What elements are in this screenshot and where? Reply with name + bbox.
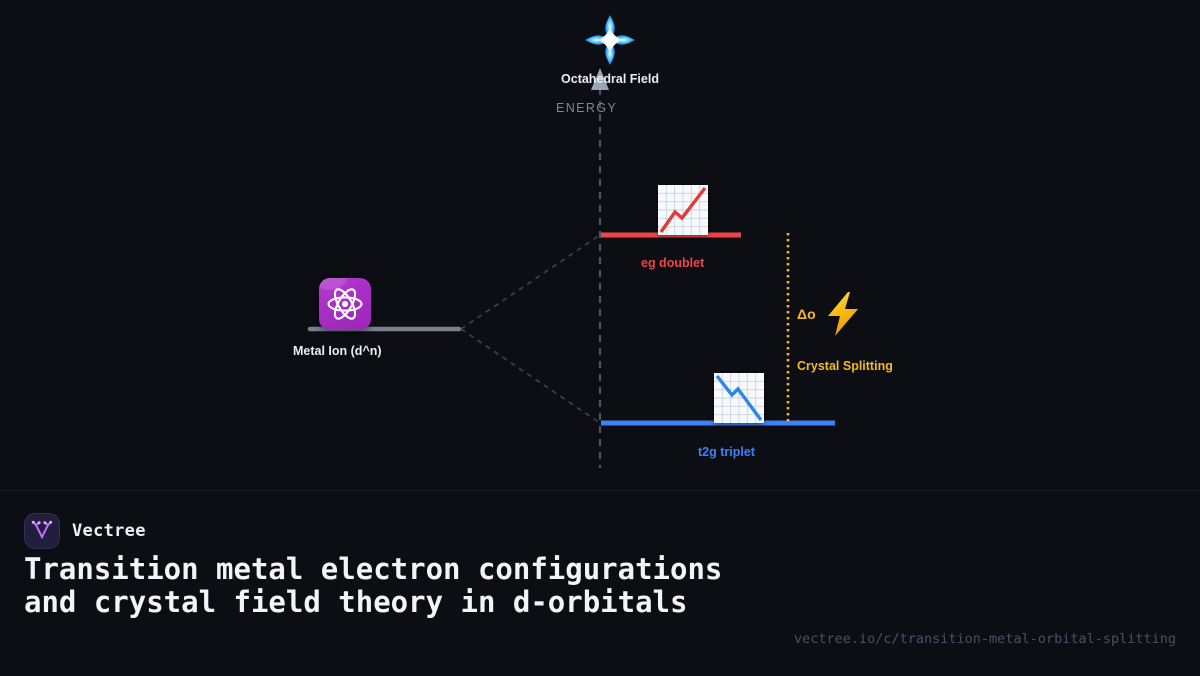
page-title: Transition metal electron configurations… bbox=[24, 552, 723, 619]
correlation-line-t2g bbox=[460, 328, 601, 424]
chart-increasing-icon bbox=[658, 185, 708, 235]
crystal-splitting-label: Crystal Splitting bbox=[797, 359, 893, 373]
t2g-icon-plot bbox=[714, 373, 764, 423]
brand-name: Vectree bbox=[72, 521, 146, 541]
octahedral-field-node[interactable]: Octahedral Field bbox=[520, 12, 700, 86]
eg-icon-grid bbox=[658, 185, 708, 235]
t2g-level-label: t2g triplet bbox=[698, 445, 755, 459]
vectree-sprout-logo-icon bbox=[24, 513, 60, 549]
t2g-icon-grid bbox=[714, 373, 764, 423]
energy-axis-label: ENERGY bbox=[556, 101, 618, 115]
chart-decreasing-icon bbox=[714, 373, 764, 423]
crystal-splitting-row: Δo bbox=[797, 290, 864, 338]
brand-block[interactable]: Vectree bbox=[24, 513, 146, 549]
eg-level-label: eg doublet bbox=[641, 256, 705, 270]
vectree-logo-glyph-icon bbox=[31, 520, 53, 540]
up-arrowhead-icon bbox=[591, 68, 609, 90]
footer-url: vectree.io/c/transition-metal-orbital-sp… bbox=[793, 631, 1176, 647]
crystal-splitting-annotation[interactable]: Δo Crystal Splitting bbox=[797, 290, 893, 373]
delta-o-symbol: Δo bbox=[797, 306, 816, 322]
atom-icon bbox=[319, 278, 371, 330]
diagram-lines-layer bbox=[307, 88, 835, 468]
lightning-bolt-icon bbox=[827, 292, 858, 336]
eg-icon-plot bbox=[658, 185, 708, 235]
orbital-splitting-diagram: ENERGY bbox=[293, 12, 893, 468]
correlation-line-eg bbox=[460, 234, 601, 330]
icon-gloss bbox=[319, 278, 347, 290]
octahedral-field-label: Octahedral Field bbox=[561, 72, 659, 86]
footer-bar: Vectree Transition metal electron config… bbox=[0, 490, 1200, 676]
metal-ion-icon-wrap bbox=[319, 278, 371, 330]
sparkle-diamond-icon bbox=[585, 15, 635, 65]
atom-glyph-icon bbox=[327, 288, 363, 320]
metal-ion-label: Metal Ion (d^n) bbox=[293, 344, 382, 358]
